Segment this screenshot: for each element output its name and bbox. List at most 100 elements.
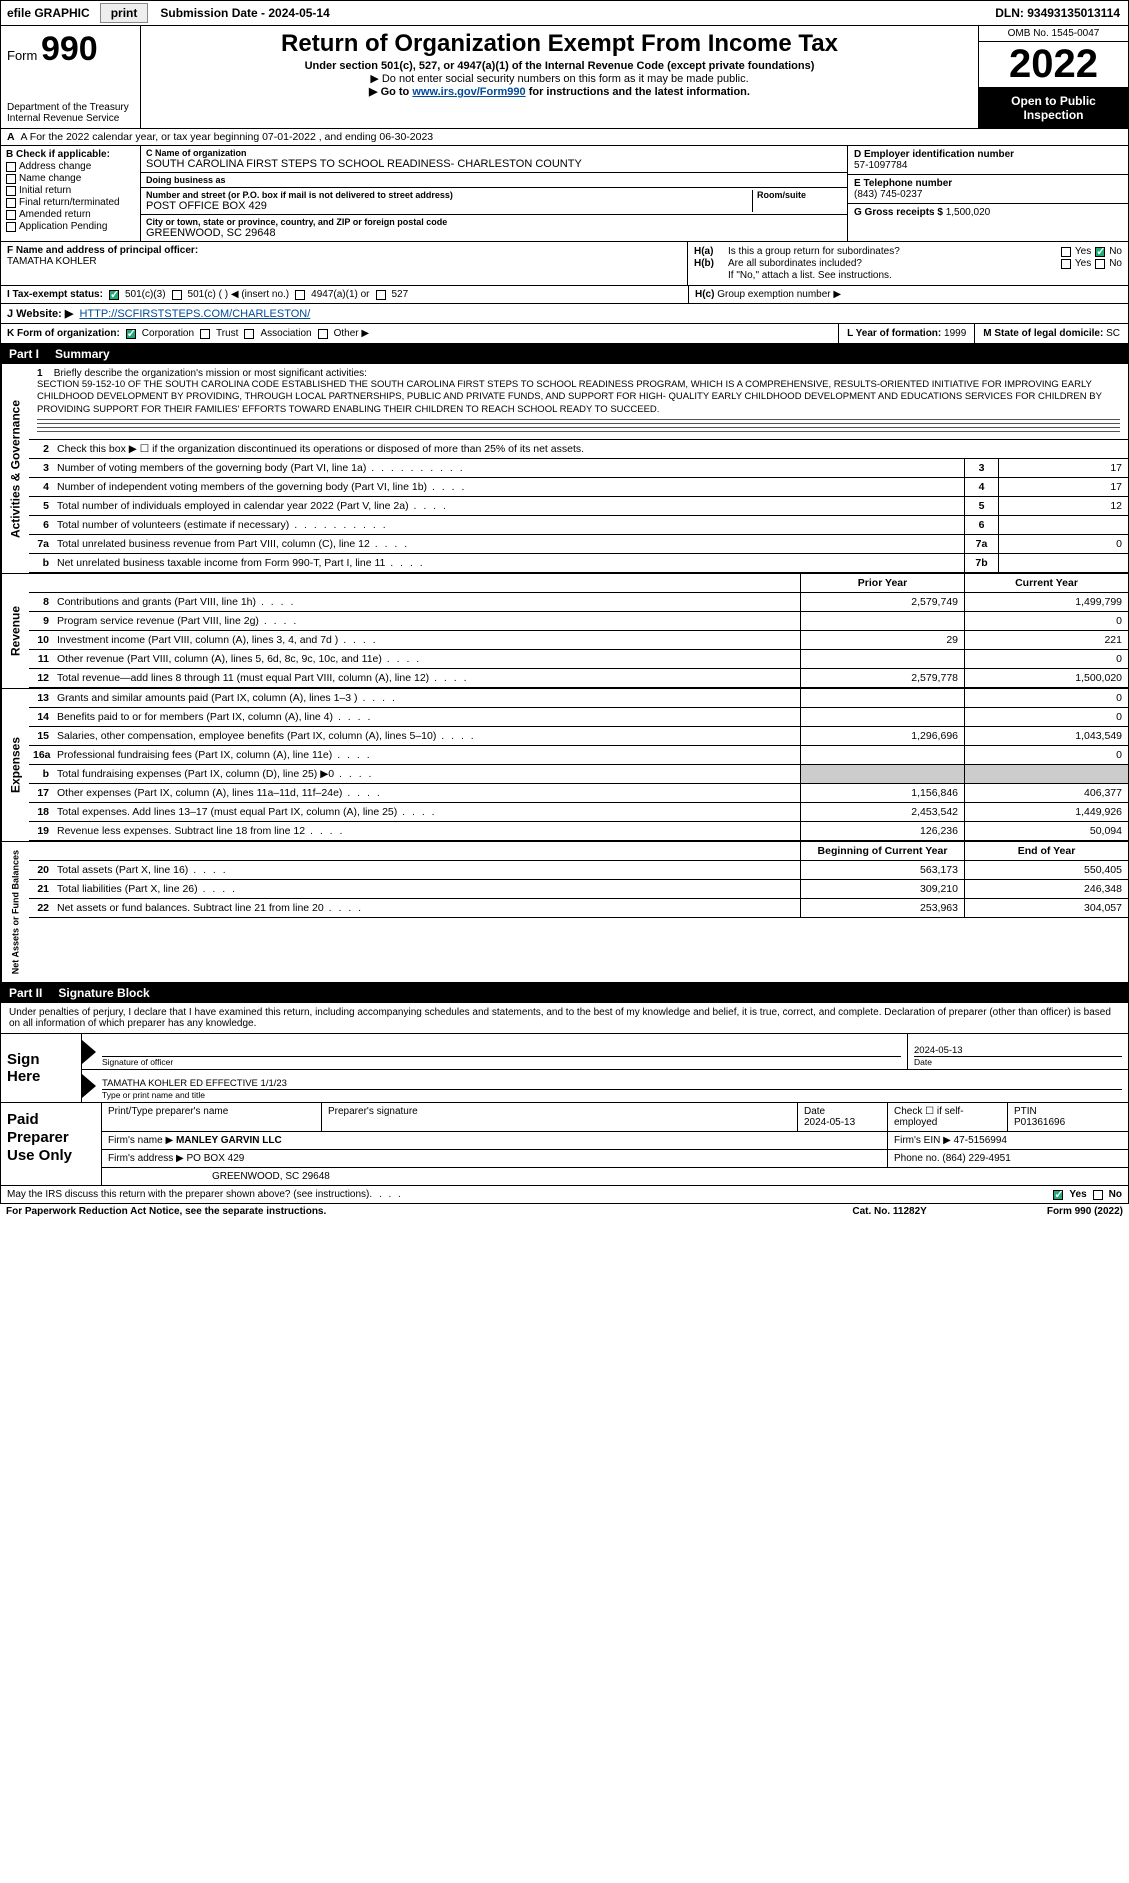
chk-other[interactable] [318, 329, 328, 339]
firm-city: GREENWOOD, SC 29648 [102, 1168, 1128, 1185]
cat-no: Cat. No. 11282Y [852, 1206, 926, 1217]
chk-4947[interactable] [295, 290, 305, 300]
i-opt-2: 4947(a)(1) or [311, 289, 369, 300]
chk-501c3[interactable] [109, 290, 119, 300]
form-title: Return of Organization Exempt From Incom… [149, 30, 970, 60]
data-row: 10Investment income (Part VIII, column (… [29, 631, 1128, 650]
line-6: 6Total number of volunteers (estimate if… [29, 516, 1128, 535]
discuss-yes[interactable] [1053, 1190, 1063, 1200]
block-bcd: B Check if applicable: Address change Na… [0, 146, 1129, 242]
line-7a: 7aTotal unrelated business revenue from … [29, 535, 1128, 554]
chk-amended[interactable] [6, 210, 16, 220]
l7a-val: 0 [998, 535, 1128, 553]
bottom-line: For Paperwork Reduction Act Notice, see … [0, 1204, 1129, 1219]
form-header: Form 990 Department of the Treasury Inte… [0, 26, 1129, 129]
data-row: 9Program service revenue (Part VIII, lin… [29, 612, 1128, 631]
l-val: 1999 [944, 328, 966, 339]
net-assets-section: Net Assets or Fund Balances Beginning of… [0, 841, 1129, 983]
efile-label: efile GRAPHIC [1, 4, 96, 22]
form-number: Form 990 [7, 30, 134, 69]
row-a-tax-year: A A For the 2022 calendar year, or tax y… [0, 129, 1129, 146]
m-val: SC [1106, 328, 1120, 339]
chk-501c[interactable] [172, 290, 182, 300]
sig-date: 2024-05-13 [914, 1045, 1122, 1056]
row-fh: F Name and address of principal officer:… [0, 242, 1129, 286]
col-hc: H(c) Group exemption number ▶ [688, 286, 1128, 303]
firm-addr-lab: Firm's address ▶ [108, 1153, 184, 1164]
subtitle-3: ▶ Go to www.irs.gov/Form990 for instruct… [149, 85, 970, 98]
chk-corp[interactable] [126, 329, 136, 339]
row-j: J Website: ▶ HTTP://SCFIRSTSTEPS.COM/CHA… [0, 304, 1129, 324]
chk-address[interactable] [6, 162, 16, 172]
l6-box: 6 [964, 516, 998, 534]
prep-date: 2024-05-13 [804, 1117, 855, 1128]
p1-title: Summary [55, 347, 110, 361]
name-lab: Type or print name and title [102, 1090, 1122, 1100]
line-4: 4Number of independent voting members of… [29, 478, 1128, 497]
sig-officer-lab: Signature of officer [102, 1057, 901, 1067]
col-h: H(a) Is this a group return for subordin… [688, 242, 1128, 285]
street-val: POST OFFICE BOX 429 [146, 200, 752, 212]
ha-label: H(a) [694, 246, 728, 257]
sign-here-block: Sign Here Signature of officer 2024-05-1… [0, 1034, 1129, 1103]
side-rev: Revenue [1, 574, 29, 688]
b-opt-1: Name change [19, 173, 81, 184]
chk-name[interactable] [6, 174, 16, 184]
firm-addr: PO BOX 429 [187, 1153, 245, 1164]
hb-yes[interactable] [1061, 259, 1071, 269]
col-c: C Name of organization SOUTH CAROLINA FI… [141, 146, 848, 241]
gross-val: 1,500,020 [946, 207, 991, 218]
website-link[interactable]: HTTP://SCFIRSTSTEPS.COM/CHARLESTON/ [79, 308, 310, 320]
firm-name-lab: Firm's name ▶ [108, 1135, 173, 1146]
chk-trust[interactable] [200, 329, 210, 339]
l-label: L Year of formation: [847, 328, 941, 339]
ptin-lab: PTIN [1014, 1106, 1037, 1117]
data-row: 16aProfessional fundraising fees (Part I… [29, 746, 1128, 765]
l6-desc: Total number of volunteers (estimate if … [53, 516, 964, 534]
col-b: B Check if applicable: Address change Na… [1, 146, 141, 241]
chk-final[interactable] [6, 198, 16, 208]
ha-no[interactable] [1095, 247, 1105, 257]
mission-text: SECTION 59-152-10 OF THE SOUTH CAROLINA … [37, 379, 1102, 415]
b-opt-0: Address change [19, 161, 91, 172]
ein-label: D Employer identification number [854, 149, 1122, 160]
governance-section: Activities & Governance 1 Briefly descri… [0, 364, 1129, 573]
chk-assoc[interactable] [244, 329, 254, 339]
hb-note: If "No," attach a list. See instructions… [728, 270, 1122, 281]
chk-app[interactable] [6, 222, 16, 232]
phone-label: E Telephone number [854, 178, 1122, 189]
print-button[interactable]: print [100, 3, 149, 23]
i-opt-3: 527 [392, 289, 409, 300]
phone-val: (843) 745-0237 [854, 189, 1122, 200]
self-emp: Check ☐ if self-employed [888, 1103, 1008, 1131]
line-5: 5Total number of individuals employed in… [29, 497, 1128, 516]
data-row: 14Benefits paid to or for members (Part … [29, 708, 1128, 727]
omb-number: OMB No. 1545-0047 [979, 26, 1128, 42]
l3-box: 3 [964, 459, 998, 477]
l3-val: 17 [998, 459, 1128, 477]
hb-no[interactable] [1095, 259, 1105, 269]
sig-date-lab: Date [914, 1057, 1122, 1067]
l7a-box: 7a [964, 535, 998, 553]
ha-yes[interactable] [1061, 247, 1071, 257]
dept-label: Department of the Treasury Internal Reve… [7, 102, 134, 124]
prep-sig-lab: Preparer's signature [322, 1103, 798, 1131]
firm-ein: 47-5156994 [954, 1135, 1007, 1146]
ha-yes-lbl: Yes [1075, 246, 1091, 257]
dln: DLN: 93493135013114 [987, 4, 1128, 22]
officer-name-line: TAMATHA KOHLER ED EFFECTIVE 1/1/23 [102, 1078, 1122, 1089]
irs-link[interactable]: www.irs.gov/Form990 [412, 86, 525, 98]
chk-527[interactable] [376, 290, 386, 300]
officer-name: TAMATHA KOHLER [7, 256, 681, 267]
l7b-val [998, 554, 1128, 572]
discuss-no[interactable] [1093, 1190, 1103, 1200]
form-990-num: 990 [41, 30, 98, 68]
k-opt-2: Association [260, 328, 311, 339]
l6-val [998, 516, 1128, 534]
p2-title: Signature Block [58, 986, 149, 1000]
row-klm: K Form of organization: Corporation Trus… [0, 324, 1129, 344]
sig-arrow-icon [82, 1040, 96, 1064]
chk-initial[interactable] [6, 186, 16, 196]
ha-text: Is this a group return for subordinates? [728, 246, 1061, 257]
side-net: Net Assets or Fund Balances [1, 842, 29, 982]
